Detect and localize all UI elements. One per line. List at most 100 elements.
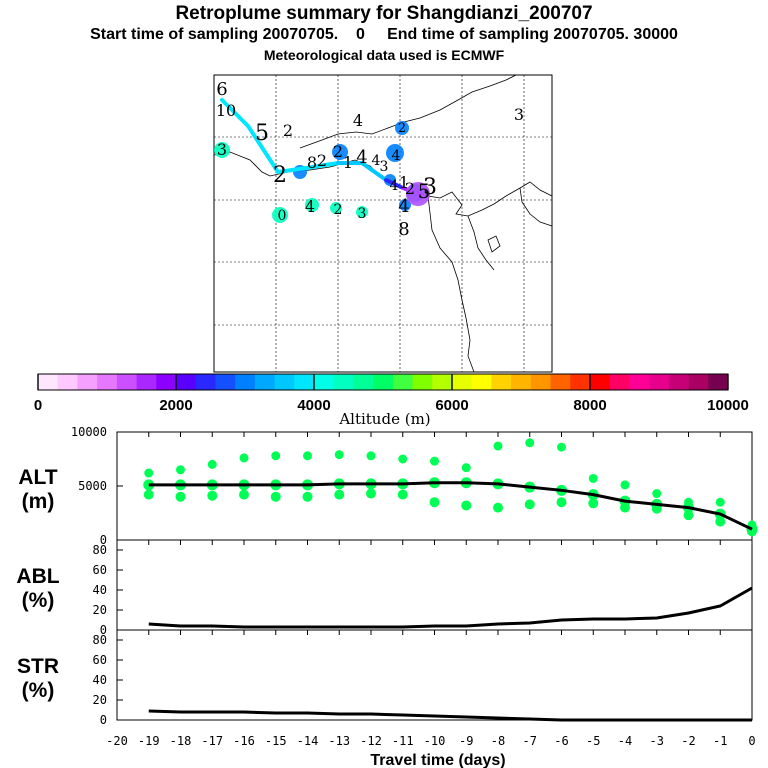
alt-lower-point — [493, 502, 503, 513]
x-tick-label: 0 — [748, 734, 755, 748]
trajectory-segment — [360, 161, 388, 182]
x-tick-label: -1 — [713, 734, 727, 748]
alt-upper-point — [430, 456, 439, 466]
map-number-label: 2 — [317, 151, 327, 170]
y-tick-label: 20 — [93, 693, 107, 707]
colorbar-swatch — [530, 374, 551, 390]
alt-upper-point — [461, 463, 471, 473]
y-tick-label: 80 — [93, 543, 107, 557]
y-tick-label: 0 — [100, 533, 107, 547]
alt-upper-point — [588, 473, 598, 483]
map-number-label: 2 — [405, 179, 415, 198]
colorbar-tick-label: 8000 — [573, 397, 606, 414]
colorbar-tick-label: 2000 — [159, 397, 192, 414]
map-number-label: 3 — [358, 206, 367, 222]
x-tick-label: -11 — [392, 734, 414, 748]
alt-upper-point — [620, 480, 630, 490]
y-tick-label: 40 — [93, 673, 107, 687]
plume-blob — [386, 144, 404, 162]
colorbar-swatch — [688, 374, 709, 390]
figure-title: Retroplume summary for Shangdianzi_20070… — [175, 3, 593, 24]
alt-lower-point — [715, 516, 726, 527]
y-tick-label: 60 — [93, 653, 107, 667]
x-tick-label: -2 — [681, 734, 695, 748]
alt-upper-point — [334, 450, 344, 460]
x-tick-label: -16 — [233, 734, 255, 748]
map-number-label: 8 — [398, 219, 409, 240]
map-number-label: 4 — [372, 153, 381, 169]
colorbar-swatch — [116, 374, 137, 390]
alt-lower-point — [143, 489, 154, 500]
y-tick-label: 60 — [93, 563, 107, 577]
x-axis-label: Travel time (days) — [370, 752, 505, 768]
colorbar-swatch — [432, 374, 453, 390]
colorbar-swatch — [511, 374, 532, 390]
plume-blob — [305, 198, 319, 212]
x-tick-label: -18 — [170, 734, 192, 748]
y-tick-label: 5000 — [78, 479, 107, 493]
plume-blob — [330, 202, 342, 214]
alt-lower-point — [397, 489, 408, 500]
map-number-label: 6 — [216, 79, 227, 100]
plume-blob — [356, 206, 368, 218]
colorbar-swatch — [294, 374, 315, 390]
colorbar-label: Altitude (m) — [338, 410, 430, 428]
series-line — [148, 586, 753, 629]
colorbar-swatch — [274, 374, 295, 390]
colorbar-swatch — [550, 374, 571, 390]
colorbar-swatch — [215, 374, 236, 390]
colorbar-swatch — [373, 374, 394, 390]
alt-lower-point — [524, 499, 535, 510]
alt-upper-point — [525, 438, 535, 448]
colorbar-swatch — [77, 374, 98, 390]
colorbar-swatch — [156, 374, 177, 390]
alt-upper-point — [239, 453, 249, 463]
y-tick-label: 80 — [93, 633, 107, 647]
x-tick-label: -7 — [523, 734, 537, 748]
series-line — [148, 709, 752, 722]
y-tick-label: 0 — [100, 713, 107, 727]
alt-upper-point — [557, 442, 566, 452]
y-tick-label: 40 — [93, 583, 107, 597]
plume-blob — [395, 121, 409, 135]
map-number-label: 3 — [217, 140, 227, 159]
map-number-label: 5 — [255, 121, 269, 146]
colorbar-tick-label: 0 — [34, 397, 42, 414]
alt-upper-point — [652, 489, 662, 499]
colorbar-swatch — [609, 374, 630, 390]
alt-upper-point — [271, 451, 281, 461]
alt-lower-point — [207, 490, 218, 501]
x-tick-label: -15 — [265, 734, 287, 748]
colorbar-swatch — [708, 374, 729, 390]
map-number-label: 4 — [390, 178, 399, 194]
panel-ylabel: STR — [17, 655, 59, 678]
plume-blob — [399, 199, 411, 211]
map-number-label: 3 — [380, 159, 389, 175]
alt-lower-point — [270, 491, 281, 502]
alt-upper-point — [207, 459, 217, 469]
alt-upper-point — [303, 451, 312, 461]
alt-lower-point — [461, 500, 472, 511]
map-number-label: 4 — [356, 147, 367, 168]
plume-blob — [332, 144, 348, 160]
colorbar-swatch — [254, 374, 275, 390]
y-tick-label: 20 — [93, 603, 107, 617]
panel-ylabel: ALT — [18, 466, 57, 489]
y-tick-label: 0 — [100, 623, 107, 637]
colorbar-swatch — [590, 374, 611, 390]
colorbar-swatch — [412, 374, 433, 390]
trajectory-segment — [246, 124, 280, 174]
x-axis: -20 -19 -18 -17 -16 -15 -14 -13 -12 -11 -10 -9 -8 -7-… — [106, 734, 755, 768]
map-number-label: 10 — [216, 101, 236, 120]
colorbar-swatch — [491, 374, 512, 390]
map-number-label: 2 — [334, 202, 343, 218]
x-tick-label: -4 — [618, 734, 632, 748]
colorbar-swatch — [353, 374, 374, 390]
alt-lower-point — [366, 488, 376, 499]
x-tick-label: -12 — [360, 734, 382, 748]
alt-upper-point — [493, 441, 503, 451]
map-number-label: 5 — [418, 179, 431, 203]
x-tick-label: -10 — [424, 734, 446, 748]
